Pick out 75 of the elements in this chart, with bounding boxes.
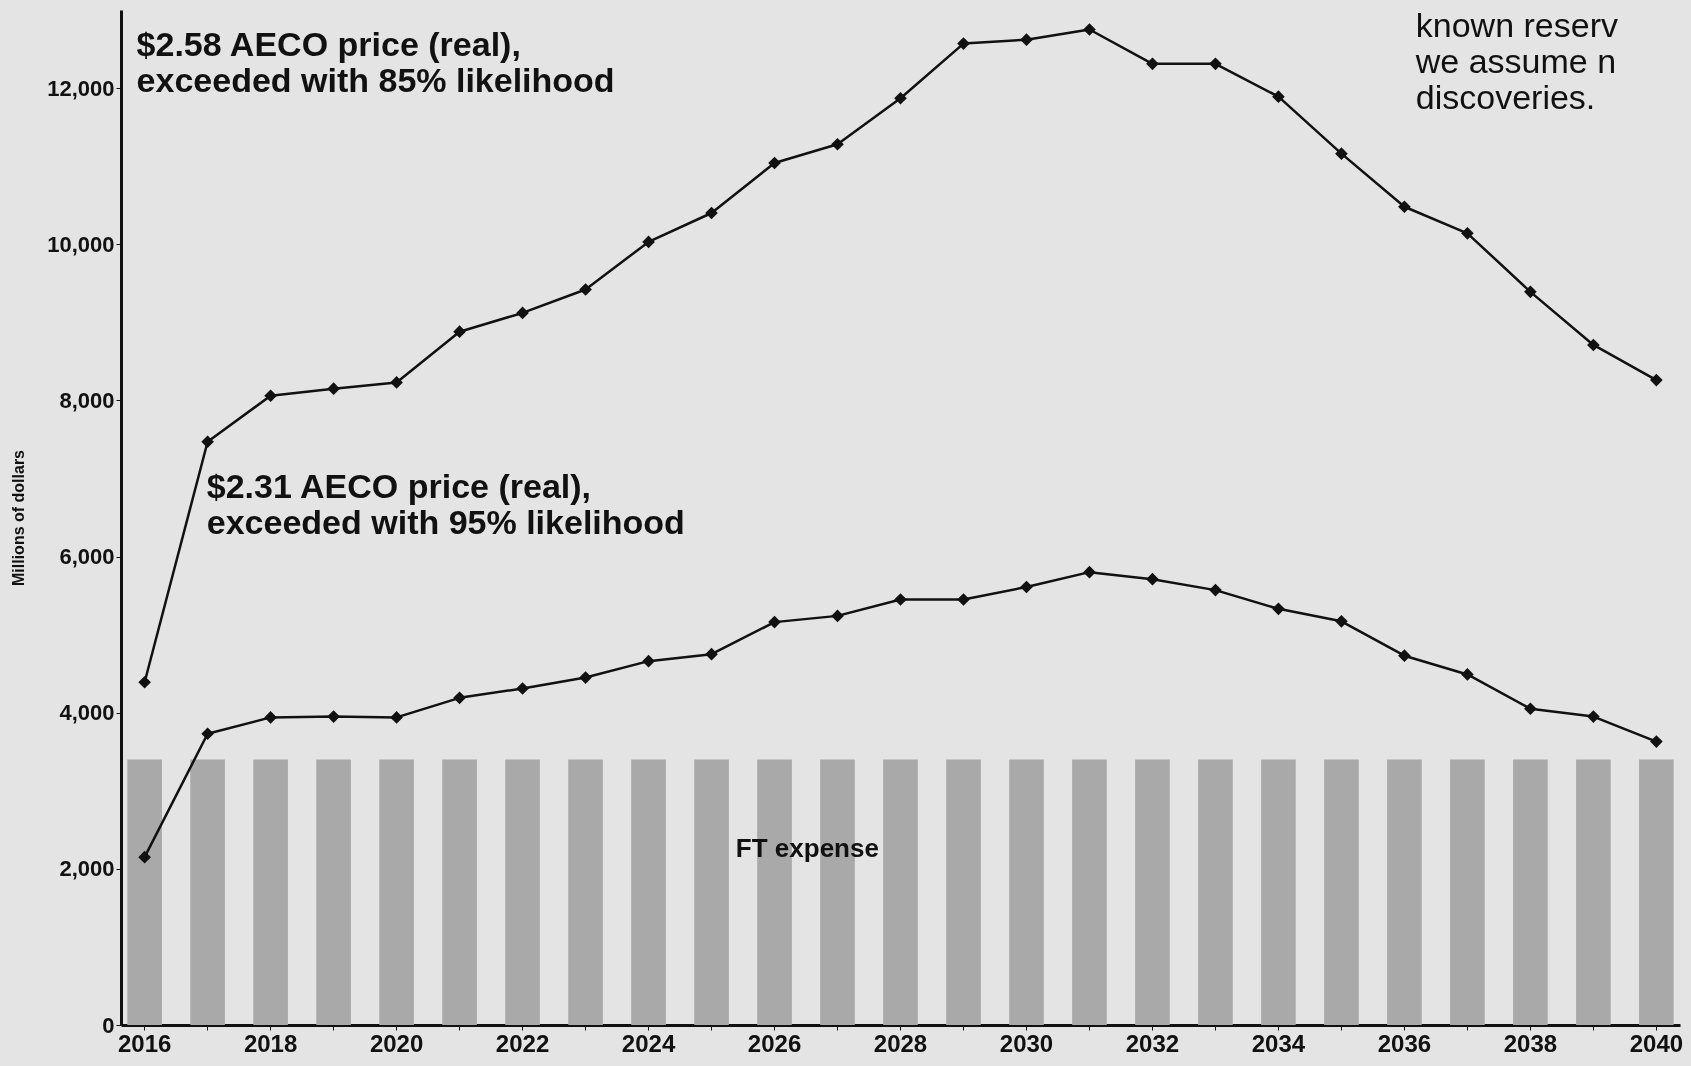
- point: [579, 671, 592, 684]
- x-tick-label: 2026: [747, 1029, 802, 1057]
- point: [1587, 710, 1600, 723]
- point: [705, 206, 718, 220]
- x-tick-label: 2038: [1503, 1029, 1558, 1057]
- point: [894, 593, 907, 606]
- point: [1650, 735, 1663, 748]
- point: [1461, 226, 1474, 240]
- y-tick-label: 2,000: [59, 856, 115, 882]
- x-tick-label: 2040: [1629, 1029, 1684, 1057]
- y-tick-label: 12,000: [47, 75, 115, 101]
- point: [768, 615, 781, 629]
- point: [1083, 565, 1096, 579]
- point: [1272, 90, 1285, 103]
- point: [1398, 200, 1411, 214]
- annotation: $2.31 AECO price (real), exceeded with 95% likelihood: [206, 466, 685, 541]
- point: [1146, 572, 1159, 586]
- point: [1587, 338, 1600, 352]
- point: [453, 325, 466, 338]
- x-tick-label: 2016: [117, 1029, 172, 1057]
- point: [327, 382, 340, 395]
- point: [705, 647, 718, 661]
- x-tick-label: 2022: [495, 1029, 550, 1057]
- point: [1335, 147, 1348, 160]
- point: [831, 137, 844, 151]
- point: [1650, 373, 1663, 387]
- point: [1020, 33, 1033, 46]
- x-tick-label: 2036: [1377, 1029, 1432, 1057]
- point: [138, 675, 151, 689]
- point: [201, 435, 214, 449]
- y-tick-label: 10,000: [47, 231, 115, 257]
- point: [201, 727, 214, 741]
- point: [264, 389, 277, 403]
- y-tick-label: 8,000: [59, 387, 115, 413]
- y-tick-label: 6,000: [59, 544, 115, 570]
- point: [390, 711, 403, 724]
- point: [579, 283, 592, 296]
- point: [1335, 615, 1348, 628]
- x-tick-label: 2030: [999, 1029, 1054, 1057]
- point: [957, 593, 970, 606]
- point: [1083, 23, 1096, 36]
- x-tick-label: 2020: [369, 1029, 424, 1057]
- point: [138, 850, 151, 864]
- point: [1461, 668, 1474, 681]
- x-tick-label: 2028: [873, 1029, 928, 1057]
- point: [1146, 57, 1159, 71]
- point: [1524, 285, 1537, 299]
- point: [642, 654, 655, 668]
- point: [1209, 57, 1222, 71]
- point: [264, 711, 277, 724]
- annotation: FT expense: [735, 832, 879, 863]
- point: [1209, 583, 1222, 597]
- annotation: $2.58 AECO price (real), exceeded with 85% likelihood: [136, 25, 615, 100]
- point: [894, 91, 907, 105]
- point: [390, 376, 403, 389]
- point: [1524, 702, 1537, 716]
- point: [327, 710, 340, 723]
- y-tick-label: 0: [102, 1012, 115, 1038]
- point: [642, 235, 655, 249]
- point: [453, 691, 466, 705]
- point: [1398, 649, 1411, 663]
- annotation: known reserv we assume n discoveries.: [1414, 6, 1618, 116]
- x-tick-label: 2034: [1251, 1029, 1306, 1057]
- x-tick-label: 2032: [1125, 1029, 1180, 1057]
- y-tick-label: 4,000: [59, 700, 115, 726]
- point: [1020, 580, 1033, 594]
- point: [831, 609, 844, 623]
- point: [516, 682, 529, 695]
- x-tick-label: 2024: [621, 1029, 676, 1057]
- point: [516, 306, 529, 320]
- x-tick-label: 2018: [243, 1029, 298, 1057]
- point: [768, 156, 781, 170]
- point: [957, 37, 970, 50]
- y-axis-title: Millions of dollars: [10, 449, 28, 587]
- point: [1272, 602, 1285, 616]
